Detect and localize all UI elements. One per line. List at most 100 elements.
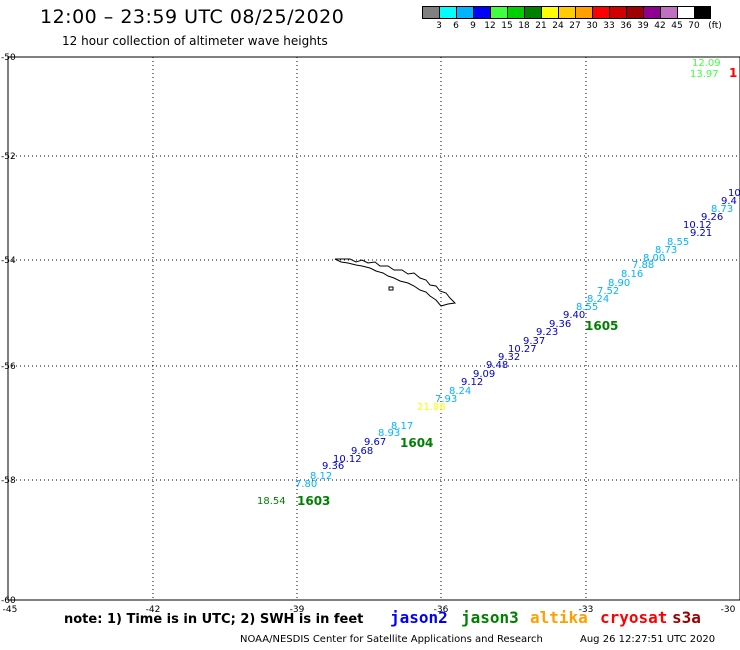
color-swatch: [490, 6, 507, 19]
lon-label: -36: [434, 605, 449, 615]
footer-timestamp: Aug 26 12:27:51 UTC 2020: [580, 634, 716, 645]
lat-label: -58: [1, 476, 16, 486]
color-scale-label: 42: [654, 21, 666, 31]
color-scale-label: 24: [552, 21, 564, 31]
mission-name-s3a: s3a: [672, 608, 701, 627]
wave-height-label: 8.93: [378, 428, 400, 439]
wave-height-label: 9.36: [322, 461, 344, 472]
islet: [388, 286, 394, 291]
lat-label: -60: [1, 596, 16, 606]
wave-height-color-scale: [422, 6, 711, 19]
color-scale-label: 15: [501, 21, 513, 31]
color-swatch: [643, 6, 660, 19]
track-time-label: 1605: [585, 319, 618, 333]
color-scale-label: 70: [688, 21, 700, 31]
wave-height-label: 9.4: [721, 196, 737, 207]
color-swatch: [439, 6, 456, 19]
wave-height-label: 8.24: [587, 294, 609, 305]
color-swatch: [626, 6, 643, 19]
footer-note: note: 1) Time is in UTC; 2) SWH is in fe…: [64, 612, 364, 627]
wave-height-label: 9.26: [701, 212, 723, 223]
color-swatch: [592, 6, 609, 19]
mission-name-jason3: jason3: [461, 608, 519, 627]
wave-height-label: 8.73: [711, 204, 733, 215]
wave-height-label: 9.37: [523, 336, 545, 347]
wave-height-label: 7.52: [597, 286, 619, 297]
lat-label: -56: [1, 362, 16, 372]
color-scale-label: 27: [569, 21, 581, 31]
color-swatch: [473, 6, 490, 19]
page-subtitle: 12 hour collection of altimeter wave hei…: [62, 34, 328, 48]
wave-height-label: 7.88: [632, 260, 654, 271]
page-title: 12:00 – 23:59 UTC 08/25/2020: [40, 6, 345, 28]
color-scale-label: 30: [586, 21, 598, 31]
color-scale-label: 6: [453, 21, 459, 31]
wave-height-label: 9.12: [461, 377, 483, 388]
color-scale-label: 39: [637, 21, 649, 31]
lon-label: -42: [146, 605, 161, 615]
wave-height-label: 9.36: [549, 319, 571, 330]
track-time-label: 1604: [400, 436, 433, 450]
color-scale-label: 33: [603, 21, 615, 31]
color-swatch: [422, 6, 439, 19]
mission-name-cryosat: cryosat: [600, 608, 668, 627]
color-scale-label: 36: [620, 21, 632, 31]
map-frame: [7, 56, 740, 601]
wave-height-label: 8.55: [667, 237, 689, 248]
wave-height-label: 8.17: [391, 421, 413, 432]
color-swatch: [660, 6, 677, 19]
wave-height-label: 10.12: [683, 220, 712, 231]
color-swatch: [677, 6, 694, 19]
track-time-label: 1603: [297, 494, 330, 508]
wave-height-label: 8.00: [643, 253, 665, 264]
lon-label: -45: [3, 605, 18, 615]
wave-height-label: 8.73: [655, 245, 677, 256]
graticule: [8, 57, 740, 600]
wave-height-label: 9.67: [364, 437, 386, 448]
wave-height-label: 12.09: [692, 58, 721, 69]
color-swatch: [694, 6, 711, 19]
wave-height-label: 13.97: [690, 69, 719, 80]
color-scale-label: 9: [470, 21, 476, 31]
wave-height-label: 9.23: [536, 327, 558, 338]
lat-label: -54: [1, 256, 16, 266]
color-scale-label: 21: [535, 21, 547, 31]
color-scale-label: 45: [671, 21, 683, 31]
wave-height-label: 9.48: [486, 360, 508, 371]
wave-height-label: 1: [729, 66, 737, 80]
wave-height-label: 9.68: [351, 446, 373, 457]
color-swatch: [575, 6, 592, 19]
wave-height-label: 21.88: [417, 402, 446, 413]
wave-height-label: 9.21: [690, 228, 712, 239]
wave-height-label: 10.27: [508, 344, 537, 355]
wave-height-label: 7.93: [435, 394, 457, 405]
color-swatch: [541, 6, 558, 19]
wave-height-label: 8.24: [449, 386, 471, 397]
color-scale-label: 3: [436, 21, 442, 31]
wave-height-label: 10: [728, 188, 740, 199]
wave-height-label: 9.32: [498, 352, 520, 363]
lon-label: -33: [579, 605, 594, 615]
lon-label: -39: [290, 605, 305, 615]
color-swatch: [609, 6, 626, 19]
south-georgia-coastline: [334, 258, 457, 307]
wave-height-label: 8.12: [310, 471, 332, 482]
wave-height-label: 18.54: [257, 496, 286, 507]
wave-height-label: 9.40: [563, 310, 585, 321]
wave-height-label: 8.16: [621, 269, 643, 280]
mission-name-altika: altika: [530, 608, 588, 627]
lon-label: -30: [721, 605, 736, 615]
color-swatch: [524, 6, 541, 19]
color-swatch: [558, 6, 575, 19]
color-scale-label: (ft): [708, 21, 722, 31]
color-swatch: [456, 6, 473, 19]
lat-label: -50: [1, 53, 16, 63]
footer-credit: NOAA/NESDIS Center for Satellite Applica…: [240, 634, 543, 645]
wave-height-label: 10.12: [333, 454, 362, 465]
color-swatch: [507, 6, 524, 19]
wave-height-label: 8.90: [608, 278, 630, 289]
wave-height-label: 8.55: [576, 302, 598, 313]
color-scale-label: 18: [518, 21, 530, 31]
